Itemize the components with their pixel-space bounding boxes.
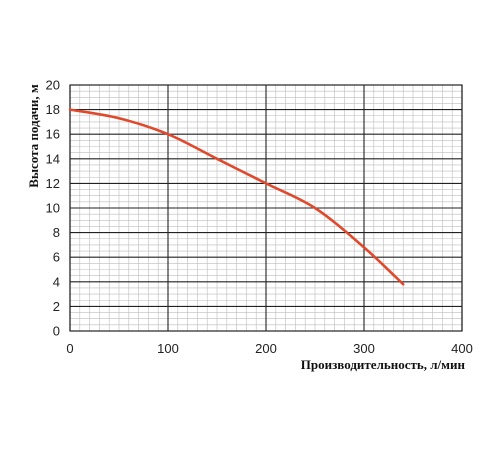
x-tick-label: 300 — [353, 341, 375, 356]
x-tick-label: 0 — [66, 341, 73, 356]
y-axis-title: Высота подачи, м — [26, 84, 41, 188]
plot-border — [69, 84, 463, 332]
plot-frame — [69, 84, 463, 332]
y-tick-label: 14 — [46, 151, 60, 166]
y-axis-ticks: 0 2 4 6 8 10 12 14 16 18 20 — [46, 78, 60, 339]
y-tick-label: 0 — [53, 324, 60, 339]
y-tick-label: 8 — [53, 225, 60, 240]
y-tick-label: 10 — [46, 201, 60, 216]
y-tick-label: 20 — [46, 78, 60, 93]
y-tick-label: 18 — [46, 102, 60, 117]
series-line — [68, 108, 405, 286]
x-axis-ticks: 0 100 200 300 400 — [66, 341, 472, 356]
x-tick-label: 100 — [157, 341, 179, 356]
y-tick-label: 12 — [46, 176, 60, 191]
series-layer — [68, 108, 405, 286]
y-tick-label: 4 — [53, 274, 60, 289]
y-tick-label: 6 — [53, 250, 60, 265]
y-tick-label: 16 — [46, 127, 60, 142]
y-tick-label: 2 — [53, 299, 60, 314]
x-tick-label: 400 — [451, 341, 473, 356]
x-axis-title: Производительность, л/мин — [301, 357, 466, 372]
x-tick-label: 200 — [255, 341, 277, 356]
